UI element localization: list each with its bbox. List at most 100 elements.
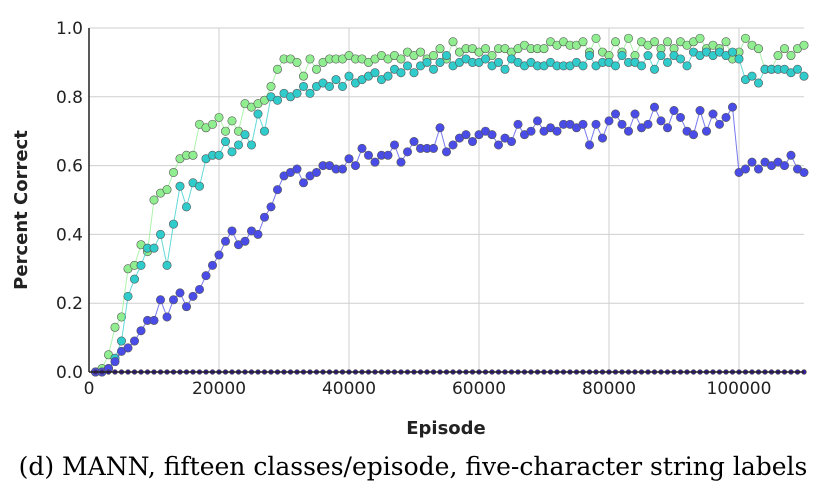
data-point [266, 202, 276, 212]
data-point [117, 336, 127, 346]
data-point [370, 157, 380, 167]
tick-labels: 0 20000 40000 60000 80000 100000 0.0 0.2 0.4 0.6 0… [56, 19, 772, 399]
data-point [234, 140, 244, 150]
data-point [623, 126, 633, 136]
data-point [331, 75, 341, 85]
data-point [461, 130, 471, 140]
data-point [130, 274, 140, 284]
data-point [669, 106, 679, 116]
data-point [162, 185, 172, 195]
data-point [799, 40, 809, 50]
series-1 [91, 33, 809, 377]
data-point [727, 102, 737, 112]
data-point [617, 51, 627, 61]
axes [88, 28, 804, 373]
data-point [311, 64, 321, 74]
data-point [396, 157, 406, 167]
data-point [656, 51, 666, 61]
data-point [467, 137, 477, 147]
series-2 [91, 47, 809, 377]
data-point [441, 51, 451, 61]
data-point [208, 119, 218, 129]
data-point [695, 106, 705, 116]
chart: 0 20000 40000 60000 80000 100000 0.0 0.2 0.4 0.6 0… [11, 19, 809, 439]
data-point [402, 61, 412, 71]
data-point [344, 71, 354, 81]
data-point [578, 37, 588, 47]
data-point [662, 37, 672, 47]
data-point [779, 44, 789, 54]
series-line [95, 51, 805, 373]
data-point [162, 260, 172, 270]
data-point [169, 167, 179, 177]
data-point [721, 112, 731, 122]
data-point [221, 137, 231, 147]
y-tick-label: 0.2 [56, 294, 83, 314]
data-point [344, 154, 354, 164]
x-tick-label: 0 [84, 379, 95, 399]
data-point [610, 37, 620, 47]
data-point [610, 109, 620, 119]
data-point [721, 37, 731, 47]
data-point [201, 271, 211, 281]
data-point [649, 37, 659, 47]
data-point [149, 315, 159, 325]
data-point [292, 88, 302, 98]
data-point [214, 250, 224, 260]
y-tick-label: 0.0 [56, 363, 83, 383]
figure-caption: (d) MANN, fifteen classes/episode, five-… [18, 452, 808, 481]
data-point [415, 47, 425, 57]
data-point [188, 291, 198, 301]
data-point [584, 51, 594, 61]
data-point [578, 119, 588, 129]
data-point [324, 81, 334, 91]
data-point [389, 140, 399, 150]
data-point [298, 178, 308, 188]
data-point [110, 357, 120, 367]
data-point [123, 343, 133, 353]
data-point [428, 64, 438, 74]
data-point [259, 126, 269, 136]
data-point [162, 312, 172, 322]
data-point [272, 185, 282, 195]
data-point [292, 57, 302, 67]
data-point [656, 116, 666, 126]
data-point [727, 47, 737, 57]
data-point [428, 143, 438, 153]
data-point [786, 150, 796, 160]
data-point [480, 54, 490, 64]
data-point [714, 119, 724, 129]
data-point [182, 202, 192, 212]
data-point [675, 54, 685, 64]
data-point [643, 119, 653, 129]
data-point [786, 51, 796, 61]
data-point [552, 126, 562, 136]
x-tick-label: 100000 [707, 379, 772, 399]
data-point [578, 61, 588, 71]
data-point [227, 116, 237, 126]
data-point [792, 64, 802, 74]
series-layer [91, 33, 809, 377]
data-point [383, 71, 393, 81]
data-point [539, 44, 549, 54]
y-tick-label: 0.4 [56, 225, 83, 245]
data-point [649, 102, 659, 112]
data-point [734, 54, 744, 64]
data-point [214, 150, 224, 160]
data-point [747, 71, 757, 81]
data-point [591, 119, 601, 129]
data-point [617, 119, 627, 129]
data-point [493, 57, 503, 67]
data-point [117, 312, 127, 322]
data-point [292, 164, 302, 174]
data-point [169, 219, 179, 229]
data-point [188, 150, 198, 160]
data-point [799, 71, 809, 81]
x-tick-label: 60000 [452, 379, 506, 399]
data-point [266, 81, 276, 91]
data-point [753, 44, 763, 54]
data-point [532, 116, 542, 126]
data-point [610, 61, 620, 71]
data-point [500, 64, 510, 74]
data-point [383, 150, 393, 160]
